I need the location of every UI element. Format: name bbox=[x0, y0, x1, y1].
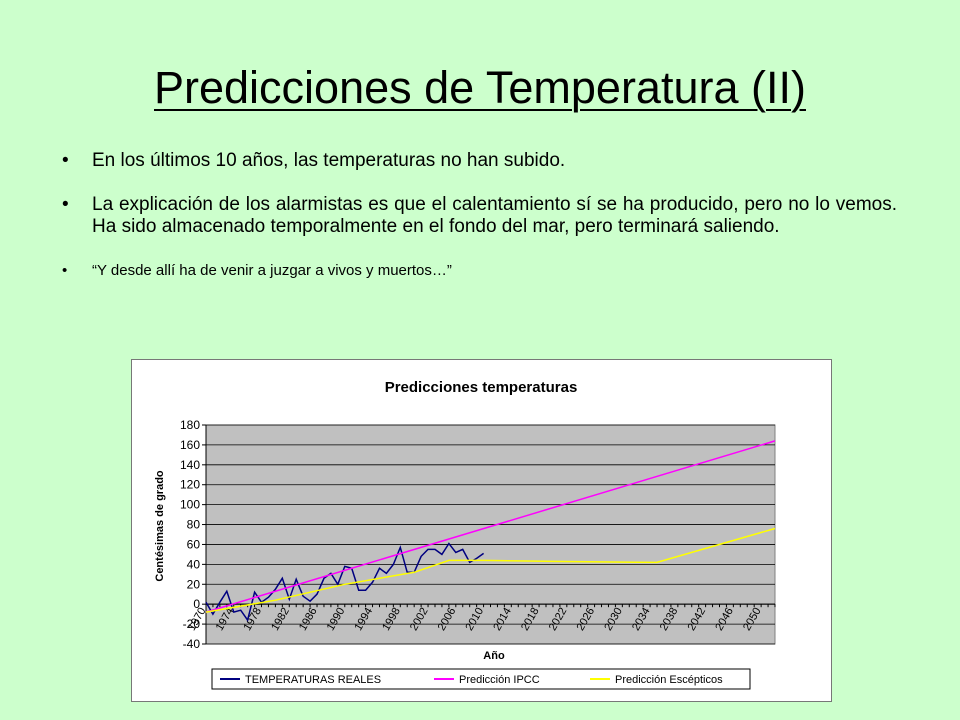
bullet-text: En los últimos 10 años, las temperaturas… bbox=[92, 150, 566, 171]
slide-title: Predicciones de Temperatura (II) bbox=[154, 62, 806, 113]
bullet-item: • “Y desde allí ha de venir a juzgar a v… bbox=[62, 262, 897, 280]
y-tick-label: 180 bbox=[180, 418, 200, 432]
y-tick-label: 40 bbox=[187, 557, 201, 571]
legend-label: TEMPERATURAS REALES bbox=[245, 674, 381, 686]
chart-container: Predicciones temperaturas -40 -20 0 20 40 60 8… bbox=[131, 359, 832, 702]
y-axis: -40 -20 0 20 40 60 80 100 120 140 160 180 bbox=[180, 418, 207, 651]
bullet-text: “Y desde allí ha de venir a juzgar a viv… bbox=[92, 262, 452, 279]
y-tick-label: 20 bbox=[187, 577, 201, 591]
x-tick-label: 1970 bbox=[186, 606, 209, 633]
x-axis-label: Año bbox=[483, 650, 505, 662]
chart-legend: TEMPERATURAS REALES Predicción IPCC Predic… bbox=[211, 668, 751, 690]
bullet-list: • En los últimos 10 años, las temperatur… bbox=[62, 150, 897, 280]
plot-area bbox=[205, 424, 776, 645]
bullet-dot: • bbox=[62, 194, 69, 215]
y-tick-label: 100 bbox=[180, 498, 200, 512]
series-lines bbox=[205, 440, 776, 622]
bullet-item: • En los últimos 10 años, las temperatur… bbox=[62, 150, 897, 172]
legend-label: Predicción Escépticos bbox=[615, 674, 723, 686]
bullet-dot: • bbox=[62, 150, 69, 171]
series-line-0 bbox=[205, 542, 485, 622]
bullet-text: La explicación de los alarmistas es que … bbox=[92, 194, 897, 237]
y-tick-label: 140 bbox=[180, 458, 200, 472]
y-axis-label: Centésimas de grado bbox=[154, 470, 166, 582]
legend-box bbox=[211, 668, 751, 690]
y-tick-label: 80 bbox=[187, 518, 201, 532]
legend-label: Predicción IPCC bbox=[459, 674, 540, 686]
temperature-chart: Predicciones temperaturas -40 -20 0 20 40 60 8… bbox=[154, 379, 776, 690]
y-tick-label: -20 bbox=[183, 617, 201, 631]
bullet-item: • La explicación de los alarmistas es qu… bbox=[62, 194, 897, 238]
y-tick-label: 120 bbox=[180, 478, 200, 492]
series-line-2 bbox=[205, 527, 776, 613]
y-tick-label: 160 bbox=[180, 438, 200, 452]
series-line-1 bbox=[205, 440, 776, 613]
bullet-dot: • bbox=[62, 262, 68, 279]
y-tick-label: -40 bbox=[183, 637, 201, 651]
y-tick-label: 60 bbox=[187, 537, 201, 551]
y-tick-label: 0 bbox=[193, 597, 200, 611]
chart-title: Predicciones temperaturas bbox=[385, 379, 578, 396]
